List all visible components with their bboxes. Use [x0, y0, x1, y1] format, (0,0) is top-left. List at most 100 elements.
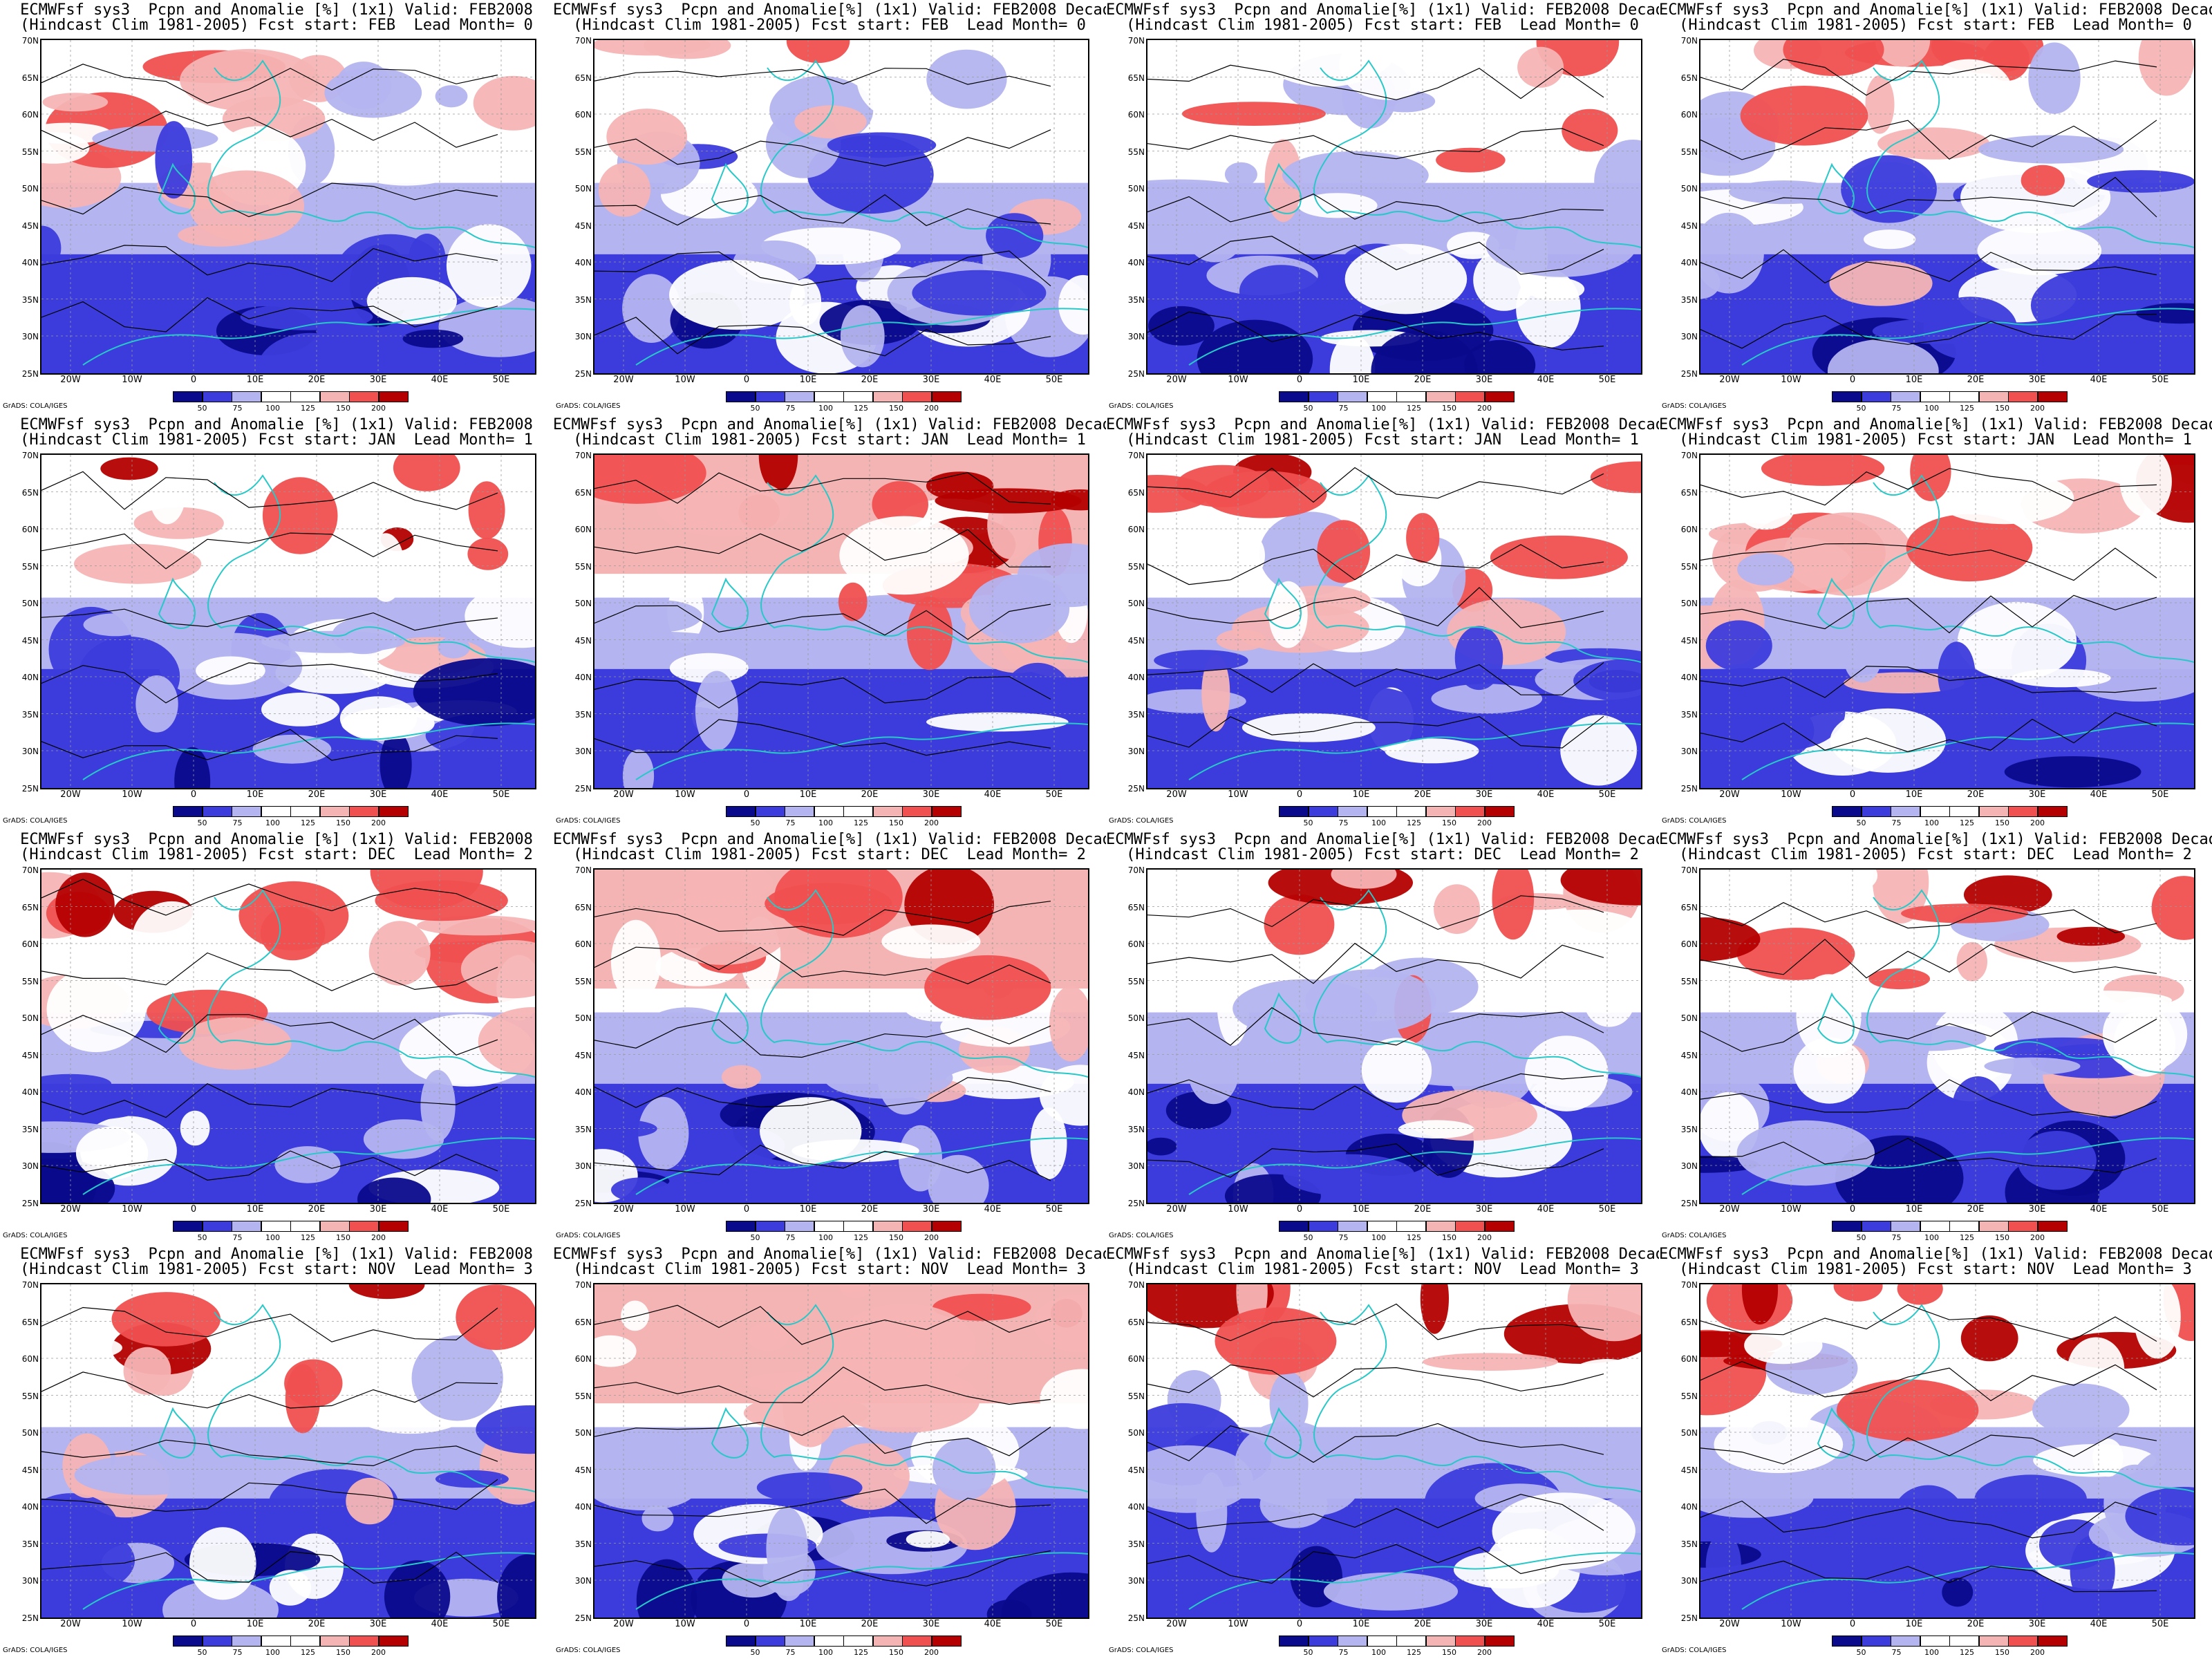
- anomaly-region: [838, 582, 868, 621]
- colorbar-tick: 125: [854, 818, 868, 827]
- anomaly-region: [41, 1389, 129, 1409]
- colorbar-tick: 100: [1371, 404, 1386, 413]
- colorbar-tick: 100: [1924, 1233, 1939, 1242]
- lat-label: 25N: [574, 368, 592, 379]
- anomaly-region: [1705, 620, 1772, 671]
- lat-label: 50N: [1680, 1428, 1698, 1438]
- contour-line: [1700, 712, 2157, 753]
- contour-line: [1147, 715, 1604, 749]
- anomaly-region: [1844, 636, 1882, 683]
- grads-credit: GrADS: COLA/IGES: [556, 1232, 621, 1239]
- forecast-panel: ECMWFsf sys3 Pcpn and Anomalie[%] (1x1) …: [1106, 1244, 1659, 1659]
- anomaly-region: [1737, 553, 1794, 585]
- anomaly-region: [1573, 659, 1641, 703]
- anomaly-region: [1154, 650, 1248, 671]
- anomaly-region: [149, 460, 186, 525]
- lon-label: 10W: [1228, 375, 1248, 385]
- colorbar-tick: 75: [785, 1233, 796, 1242]
- panel-title: ECMWFsf sys3 Pcpn and Anomalie [%] (1x1)…: [20, 1246, 533, 1263]
- colorbar-segment: [726, 1221, 756, 1232]
- coastline: [1866, 59, 2194, 248]
- anomaly-region: [180, 1110, 210, 1146]
- colorbar-segment: [1949, 806, 1979, 817]
- grads-credit: GrADS: COLA/IGES: [1109, 817, 1174, 825]
- lat-label: 70N: [1680, 451, 1698, 460]
- lat-label: 45N: [21, 635, 39, 646]
- colorbar: 50 75 100 125 150 200: [1832, 1635, 2068, 1657]
- lat-label: 45N: [1680, 635, 1698, 646]
- lon-label: 20E: [1414, 375, 1432, 385]
- colorbar-segment: [902, 391, 932, 402]
- lon-label: 40E: [984, 789, 1002, 800]
- anomaly-region: [1450, 460, 1573, 486]
- colorbar-tick: 75: [1891, 404, 1902, 413]
- lat-label: 40N: [21, 1087, 39, 1097]
- anomaly-map: [593, 453, 1089, 789]
- anomaly-region: [756, 1472, 863, 1503]
- colorbar-segment: [902, 806, 932, 817]
- colorbar-tick: 200: [1477, 1233, 1492, 1242]
- panel-subtitle: (Hindcast Clim 1981-2005) Fcst start: JA…: [20, 431, 533, 449]
- lat-label: 35N: [1680, 709, 1698, 720]
- lat-label: 60N: [1127, 1354, 1145, 1364]
- lat-label: 35N: [21, 1124, 39, 1134]
- lat-label: 50N: [574, 1013, 592, 1023]
- anomaly-region: [1864, 229, 1916, 250]
- colorbar-segment: [2008, 1221, 2038, 1232]
- coastline: [207, 889, 535, 1078]
- lon-label: 20E: [1967, 1619, 1985, 1629]
- anomaly-region: [794, 105, 867, 139]
- anomaly-region: [240, 303, 373, 330]
- lat-label: 35N: [574, 709, 592, 720]
- lon-label: 0: [743, 789, 750, 800]
- anomaly-map: [1699, 868, 2195, 1204]
- anomaly-region: [1935, 471, 2074, 525]
- coastline: [760, 1304, 1088, 1492]
- lat-label: 30N: [574, 1161, 592, 1171]
- lon-label: 20W: [60, 375, 81, 385]
- anomaly-region: [411, 1335, 503, 1421]
- lon-label: 0: [743, 1619, 750, 1629]
- contour-line: [41, 952, 498, 991]
- colorbar-segment: [1949, 1635, 1979, 1647]
- anomaly-region: [1827, 339, 1939, 373]
- anomaly-region: [1331, 870, 1397, 889]
- colorbar-segment: [1367, 806, 1397, 817]
- anomaly-region: [218, 1303, 303, 1362]
- anomaly-region: [1030, 1499, 1063, 1542]
- lat-label: 40N: [21, 258, 39, 268]
- lon-label: 30E: [922, 1619, 940, 1629]
- colorbar-tick: 150: [1995, 818, 2009, 827]
- anomaly-map: [1146, 868, 1642, 1204]
- anomaly-region: [1741, 1284, 1779, 1325]
- anomaly-region: [636, 1559, 697, 1618]
- colorbar-segment: [378, 391, 409, 402]
- colorbar-segment: [1308, 806, 1338, 817]
- colorbar-tick: 100: [1371, 818, 1386, 827]
- lat-label: 65N: [21, 902, 39, 912]
- colorbar-tick: 100: [265, 1648, 280, 1657]
- anomaly-region: [1960, 1315, 2018, 1362]
- lat-label: 70N: [1127, 865, 1145, 875]
- colorbar-segment: [872, 806, 903, 817]
- contour-line: [1147, 662, 1604, 695]
- anomaly-region: [100, 457, 158, 480]
- lon-label: 20E: [861, 1619, 879, 1629]
- anomaly-region: [55, 872, 115, 937]
- anomaly-region: [73, 543, 202, 584]
- anomaly-region: [1147, 1445, 1253, 1513]
- anomaly-region: [1952, 1076, 2004, 1135]
- colorbar-tick: 100: [265, 1233, 280, 1242]
- anomaly-region: [1216, 629, 1266, 651]
- panel-title: ECMWFsf sys3 Pcpn and Anomalie [%] (1x1)…: [20, 1, 533, 19]
- colorbar-segment: [1279, 1221, 1309, 1232]
- colorbar-segment: [2037, 1221, 2068, 1232]
- lon-label: 0: [1296, 1204, 1303, 1215]
- contour-line: [594, 1304, 1051, 1345]
- lon-label: 10E: [799, 375, 817, 385]
- lon-label: 0: [1849, 1204, 1856, 1215]
- colorbar-tick: 150: [889, 404, 903, 413]
- colorbar-segment: [1425, 1635, 1456, 1647]
- contour-line: [1700, 468, 2157, 506]
- lat-label: 45N: [1680, 221, 1698, 231]
